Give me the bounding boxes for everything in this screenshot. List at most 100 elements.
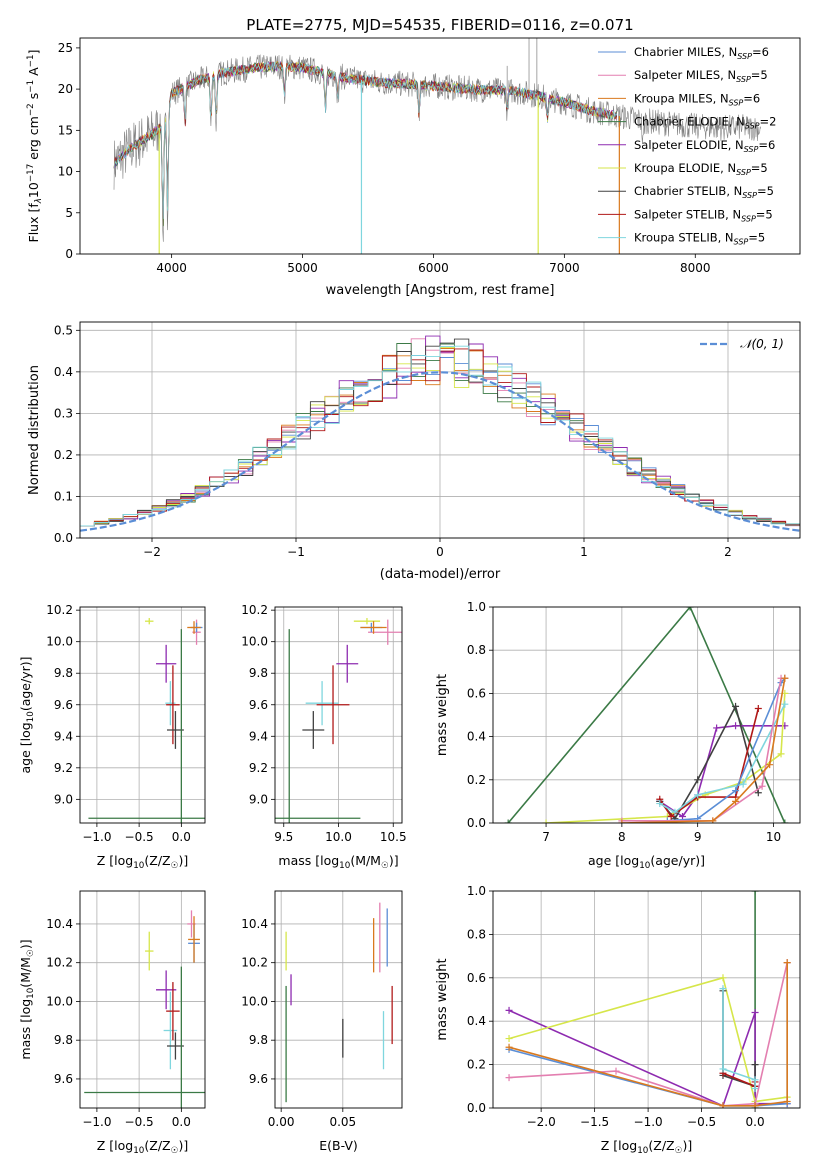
series-marker bbox=[781, 674, 789, 682]
plot-area bbox=[113, 38, 761, 254]
x-tick-label: −1 bbox=[287, 545, 305, 559]
y-tick-label: 9.4 bbox=[54, 729, 73, 743]
y-tick-label: 25 bbox=[58, 41, 73, 55]
axes-frame bbox=[79, 321, 801, 539]
series-marker bbox=[719, 985, 727, 993]
panel-age-vs-mass: 9.5 10.0 10.5 9.0 9.2 9.4 9.6 9.8 10.0 10.2 mass [… bbox=[241, 603, 406, 871]
series-marker bbox=[751, 1102, 759, 1108]
series-marker bbox=[781, 819, 789, 823]
series-marker bbox=[719, 1102, 727, 1108]
y-tick-label: 9.8 bbox=[249, 1033, 268, 1047]
x-tick-label: 6000 bbox=[418, 261, 449, 275]
x-tick-label: −1.5 bbox=[580, 1115, 609, 1129]
x-axis-label: (data-model)/error bbox=[380, 567, 501, 582]
model-spectrum-line bbox=[113, 61, 618, 218]
series-line bbox=[507, 607, 786, 823]
series-marker bbox=[709, 817, 717, 823]
y-tick-label: 0.4 bbox=[467, 730, 486, 744]
y-tick-label: 9.0 bbox=[54, 792, 73, 806]
y-axis-label: Flux [fλ10−17 erg cm−2 s−1 A−1] bbox=[26, 50, 44, 243]
y-tick-label: 0.0 bbox=[54, 531, 73, 545]
y-tick-label: 0.4 bbox=[467, 1014, 486, 1028]
panel-spectrum: 4000 5000 6000 7000 8000 0 5 10 15 20 25 Chabrier M… bbox=[26, 37, 801, 298]
series-marker bbox=[777, 750, 785, 758]
x-tick-label: 2 bbox=[724, 545, 732, 559]
legend: Chabrier MILES, NSSP=6 Salpeter MILES, NS… bbox=[598, 45, 776, 247]
series-marker bbox=[505, 1035, 513, 1043]
plot-area bbox=[88, 618, 205, 823]
y-tick-label: 9.6 bbox=[249, 1072, 268, 1086]
axes-frame bbox=[492, 890, 801, 1109]
x-tick-label: 1 bbox=[580, 545, 588, 559]
series-marker bbox=[612, 1067, 620, 1075]
x-tick-label: 0.05 bbox=[329, 1115, 356, 1129]
grid bbox=[80, 607, 205, 823]
series-marker bbox=[671, 808, 679, 816]
series-line bbox=[508, 976, 788, 1103]
legend-entry-label: Salpeter MILES, NSSP=5 bbox=[634, 68, 768, 84]
y-tick-label: 0.8 bbox=[467, 927, 486, 941]
x-tick-label: 8000 bbox=[680, 261, 711, 275]
series-marker bbox=[783, 959, 791, 967]
plot-area bbox=[80, 335, 800, 532]
series-marker bbox=[505, 1074, 513, 1082]
panel-mass-vs-ebv: 0.00 0.05 9.6 9.8 10.0 10.2 10.4 E(B-V) bbox=[241, 890, 403, 1153]
x-tick-label: 0 bbox=[436, 545, 444, 559]
y-tick-label: 9.6 bbox=[54, 698, 73, 712]
x-tick-label: −0.5 bbox=[687, 1115, 716, 1129]
panel-residuals: −2 −1 0 1 2 0.0 0.1 0.2 0.3 0.4 0.5 𝒩(0, 1) (data-mo… bbox=[27, 321, 801, 582]
y-tick-label: 0.2 bbox=[54, 448, 73, 462]
y-tick-label: 9.0 bbox=[249, 792, 268, 806]
x-tick-label: 7000 bbox=[549, 261, 580, 275]
y-tick-label: 9.6 bbox=[249, 698, 268, 712]
histogram-step bbox=[80, 338, 800, 527]
legend-entry-label: Salpeter ELODIE, NSSP=6 bbox=[634, 138, 775, 154]
y-tick-label: 0.2 bbox=[467, 1058, 486, 1072]
series-marker bbox=[618, 819, 626, 823]
normal-curve bbox=[80, 371, 800, 532]
series-marker bbox=[656, 800, 664, 808]
histogram-step bbox=[80, 348, 800, 527]
axes-frame bbox=[79, 606, 206, 824]
y-tick-label: 0.2 bbox=[467, 773, 486, 787]
y-tick-label: 0.0 bbox=[467, 816, 486, 830]
y-tick-label: 10.2 bbox=[241, 956, 268, 970]
y-axis-label: mass [log10(M/M☉)] bbox=[18, 939, 36, 1059]
series-marker bbox=[751, 1076, 759, 1084]
x-tick-label: 0.0 bbox=[746, 1115, 765, 1129]
y-tick-label: 10.0 bbox=[241, 994, 268, 1008]
series-marker bbox=[751, 1084, 759, 1092]
y-tick-label: 10.2 bbox=[46, 603, 73, 617]
series-marker bbox=[694, 791, 702, 799]
y-tick-label: 0.8 bbox=[467, 643, 486, 657]
y-tick-label: 9.8 bbox=[249, 666, 268, 680]
series-marker bbox=[751, 1009, 759, 1017]
histogram-step bbox=[80, 345, 800, 527]
x-tick-label: 4000 bbox=[156, 261, 187, 275]
series-marker bbox=[719, 974, 727, 982]
y-tick-label: 10 bbox=[58, 165, 73, 179]
y-tick-label: 0.0 bbox=[467, 1101, 486, 1115]
axes-frame bbox=[492, 606, 801, 824]
legend-entry-label: Chabrier MILES, NSSP=6 bbox=[634, 45, 769, 61]
y-tick-label: 10.0 bbox=[46, 994, 73, 1008]
legend-entry-label: Kroupa ELODIE, NSSP=5 bbox=[634, 161, 768, 177]
legend-entry-label: Kroupa STELIB, NSSP=5 bbox=[634, 231, 765, 247]
axes-frame bbox=[79, 37, 801, 255]
series-marker bbox=[766, 761, 774, 769]
y-tick-label: 9.4 bbox=[249, 729, 268, 743]
legend-entry-label: 𝒩(0, 1) bbox=[740, 337, 784, 351]
series-marker bbox=[719, 1065, 727, 1073]
plot-area bbox=[504, 607, 789, 823]
plot-area bbox=[275, 618, 402, 823]
x-axis-label: Z [log10(Z/Z☉)] bbox=[97, 853, 188, 871]
x-axis-label: Z [log10(Z/Z☉)] bbox=[601, 1138, 692, 1156]
y-tick-label: 10.2 bbox=[241, 603, 268, 617]
x-tick-label: −1.0 bbox=[634, 1115, 663, 1129]
x-tick-label: 0.0 bbox=[172, 830, 191, 844]
y-tick-label: 0.1 bbox=[54, 489, 73, 503]
x-axis-label: age [log10(age/yr)] bbox=[588, 853, 705, 871]
grid bbox=[275, 607, 402, 823]
y-axis-label: mass weight bbox=[435, 674, 450, 756]
